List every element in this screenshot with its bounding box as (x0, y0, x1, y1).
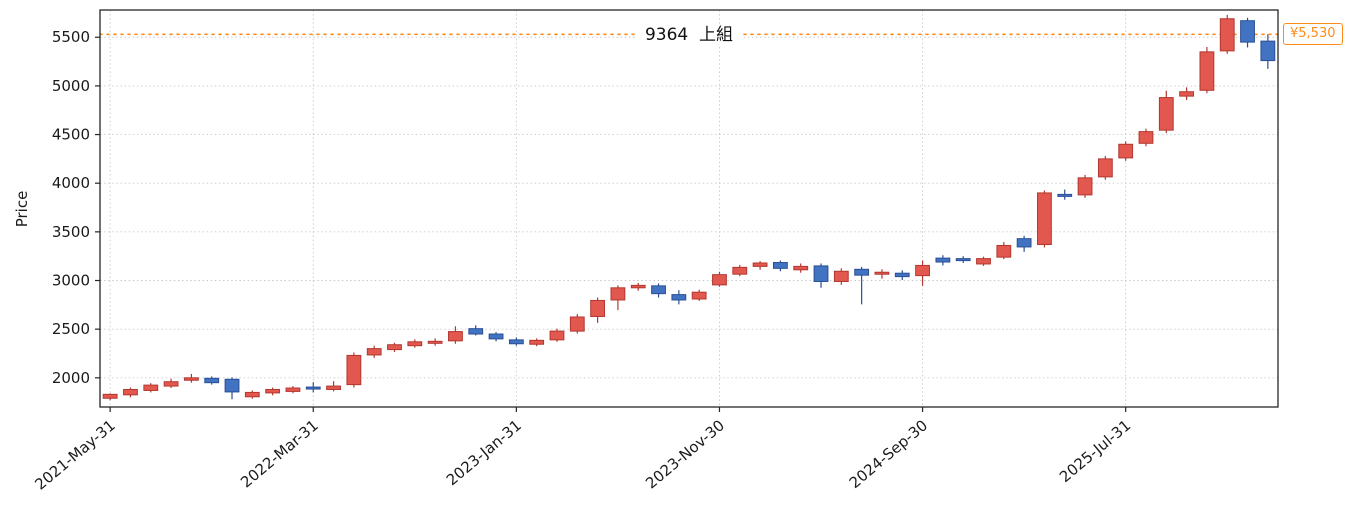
y-tick-label: 4500 (52, 126, 90, 144)
candle-body-down (935, 257, 951, 263)
candle-body-down (488, 333, 504, 340)
candle-body-up (1138, 131, 1154, 144)
candle-body-down (772, 262, 788, 269)
candle-body-up (123, 388, 138, 396)
candle-body-up (163, 381, 179, 387)
candle-body-up (833, 270, 849, 282)
candle-body-up (1118, 143, 1134, 159)
candle-body-up (143, 384, 159, 391)
candle-body-down (1016, 238, 1032, 248)
candle-body-up (387, 344, 402, 351)
candle-body-down (671, 294, 687, 301)
candle-body-up (265, 388, 281, 394)
x-tick-label: 2022-Mar-31 (237, 416, 322, 491)
chart-title: 9364 上組 (636, 24, 742, 47)
candle-body-down (305, 386, 321, 390)
candle-body-down (813, 265, 829, 282)
x-tick-label: 2024-Sep-30 (846, 416, 931, 492)
x-tick-label: 2023-Jan-31 (443, 416, 525, 489)
x-tick-label: 2023-Nov-30 (642, 416, 728, 492)
candle-body-up (285, 387, 301, 392)
candle-body-up (549, 330, 565, 341)
y-tick-label: 3500 (52, 223, 90, 241)
candle-body-up (326, 385, 341, 390)
candle-body-up (874, 271, 890, 275)
candle-body-down (1240, 20, 1255, 43)
candle-body-up (630, 284, 646, 289)
candle-body-down (1057, 193, 1073, 197)
candle-body-down (508, 339, 524, 345)
candle-body-up (996, 244, 1012, 258)
y-tick-label: 4000 (52, 174, 90, 192)
candle-body-down (468, 328, 484, 335)
candle-body-down (651, 285, 666, 295)
candle-body-up (712, 274, 727, 286)
candle-body-up (1219, 18, 1235, 52)
y-axis-label: Price (13, 190, 31, 228)
candle-body-up (183, 377, 199, 381)
candle-body-up (915, 264, 930, 277)
candle-body-up (244, 391, 260, 398)
y-tick-label: 3000 (52, 272, 90, 290)
candle-body-up (102, 393, 118, 399)
candle-body-down (894, 272, 910, 278)
candle-body-up (407, 341, 423, 347)
candle-body-up (590, 299, 606, 318)
candle-body-up (793, 265, 809, 271)
candle-body-down (204, 377, 220, 384)
y-tick-label: 5500 (52, 28, 90, 46)
candle-body-up (1179, 91, 1195, 97)
candle-body-up (1077, 177, 1093, 196)
y-tick-label: 5000 (52, 77, 90, 95)
candle-body-up (427, 340, 443, 344)
candle-body-up (1097, 158, 1113, 178)
candle-body-down (955, 258, 971, 262)
candle-body-up (976, 258, 991, 265)
y-tick-label: 2500 (52, 320, 90, 338)
x-tick-label: 2021-May-31 (31, 416, 118, 493)
candle-body-up (752, 262, 768, 267)
candle-body-up (529, 339, 545, 345)
candle-body-up (346, 354, 362, 386)
plot-border (99, 9, 1279, 408)
candle-body-down (224, 378, 240, 393)
candle-body-down (854, 268, 870, 276)
candle-body-down (1260, 40, 1276, 62)
candle-body-up (610, 287, 626, 301)
candle-body-up (569, 316, 585, 332)
candle-body-up (1037, 192, 1052, 246)
x-tick-label: 2025-Jul-31 (1056, 416, 1134, 486)
candle-body-up (1158, 97, 1174, 131)
candle-body-up (366, 348, 382, 356)
candle-body-up (1199, 51, 1215, 91)
last-price-badge: ¥5,530 (1283, 23, 1343, 45)
y-tick-label: 2000 (52, 369, 90, 387)
candle-body-up (691, 291, 707, 300)
candle-body-up (448, 331, 463, 342)
candle-body-up (732, 266, 748, 275)
